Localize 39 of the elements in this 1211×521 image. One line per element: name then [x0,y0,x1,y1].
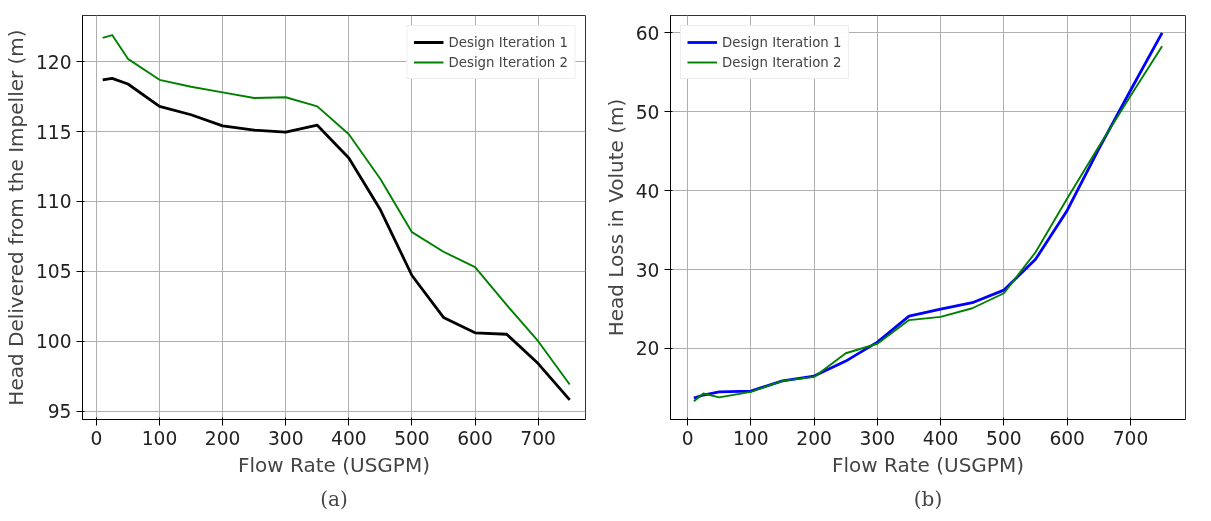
x-tick-label: 400 [331,427,367,449]
x-tick-label: 100 [733,427,769,449]
y-tick-label: 95 [47,401,72,423]
y-axis-title: Head Loss in Volute (m) [603,98,628,337]
x-tick-label: 600 [457,427,493,449]
x-tick-label: 700 [1112,427,1149,449]
y-tick-label: 60 [635,22,660,44]
y-tick-label: 20 [635,338,660,360]
y-tick-label: 110 [35,191,72,213]
x-tick-label: 0 [681,427,694,449]
y-axis-title: Head Delivered from the Impeller (m) [3,29,28,406]
line-series [101,77,572,402]
x-axis-title: Flow Rate (USGPM) [832,452,1024,477]
legend-label: Design Iteration 2 [722,54,842,70]
x-tick-label: 0 [90,427,103,449]
legend-label: Design Iteration 1 [722,34,842,50]
x-tick-label: 100 [141,427,178,449]
line-series [101,34,571,386]
y-tick-label: 30 [635,259,660,281]
x-tick-label: 200 [204,427,241,449]
x-tick-label: 300 [859,427,896,449]
x-axis-title: Flow Rate (USGPM) [238,452,430,477]
x-tick-label: 700 [520,427,556,449]
x-tick-label: 500 [986,427,1022,449]
y-tick-label: 120 [35,51,72,73]
legend-label: Design Iteration 1 [448,34,568,50]
y-tick-label: 50 [635,101,660,123]
y-tick-label: 40 [635,180,660,202]
x-tick-label: 400 [922,427,959,449]
text: (a) [320,486,348,511]
text: (b) [913,486,943,511]
legend-label: Design Iteration 2 [448,54,568,70]
x-tick-label: 500 [394,427,430,449]
y-tick-label: 100 [35,331,72,353]
y-tick-label: 115 [35,121,72,143]
y-tick-label: 105 [35,261,72,283]
x-tick-label: 200 [796,427,832,449]
x-tick-label: 300 [267,427,304,449]
x-tick-label: 600 [1049,427,1085,449]
